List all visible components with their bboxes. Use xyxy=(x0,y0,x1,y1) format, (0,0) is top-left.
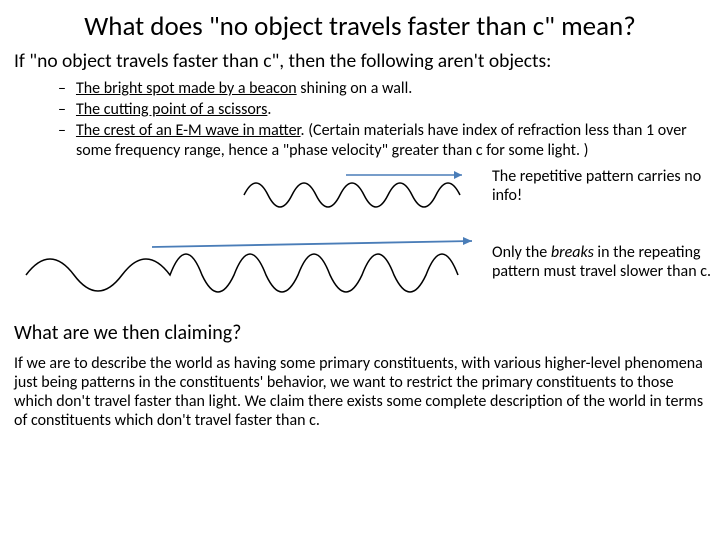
bullet-underlined: The crest of an E-M wave in matter xyxy=(76,121,301,140)
bullet-rest: shining on a wall. xyxy=(297,79,413,98)
side-text-bottom: Only the breaks in the repeating pattern… xyxy=(492,243,720,281)
bullet-dash: – xyxy=(58,121,66,161)
wave-bottom-svg xyxy=(20,227,480,311)
list-item: – The crest of an E-M wave in matter. (C… xyxy=(58,121,706,161)
wave-top-svg xyxy=(238,165,476,219)
slide-title: What does "no object travels faster than… xyxy=(14,10,706,43)
subheading: What are we then claiming? xyxy=(14,321,706,345)
bullet-rest: . xyxy=(267,100,271,119)
body-paragraph: If we are to describe the world as havin… xyxy=(14,355,706,431)
list-item: – The bright spot made by a beacon shini… xyxy=(58,79,706,99)
wave-diagrams: The repetitive pattern carries no info! … xyxy=(14,165,706,313)
bullet-dash: – xyxy=(58,79,66,99)
subtitle: If "no object travels faster than c", th… xyxy=(14,49,706,73)
side-text-top: The repetitive pattern carries no info! xyxy=(492,167,720,205)
list-item: – The cutting point of a scissors. xyxy=(58,100,706,120)
bullet-underlined: The bright spot made by a beacon xyxy=(76,79,297,98)
bullet-dash: – xyxy=(58,100,66,120)
bullet-underlined: The cutting point of a scissors xyxy=(76,100,267,119)
bullet-list: – The bright spot made by a beacon shini… xyxy=(58,79,706,161)
